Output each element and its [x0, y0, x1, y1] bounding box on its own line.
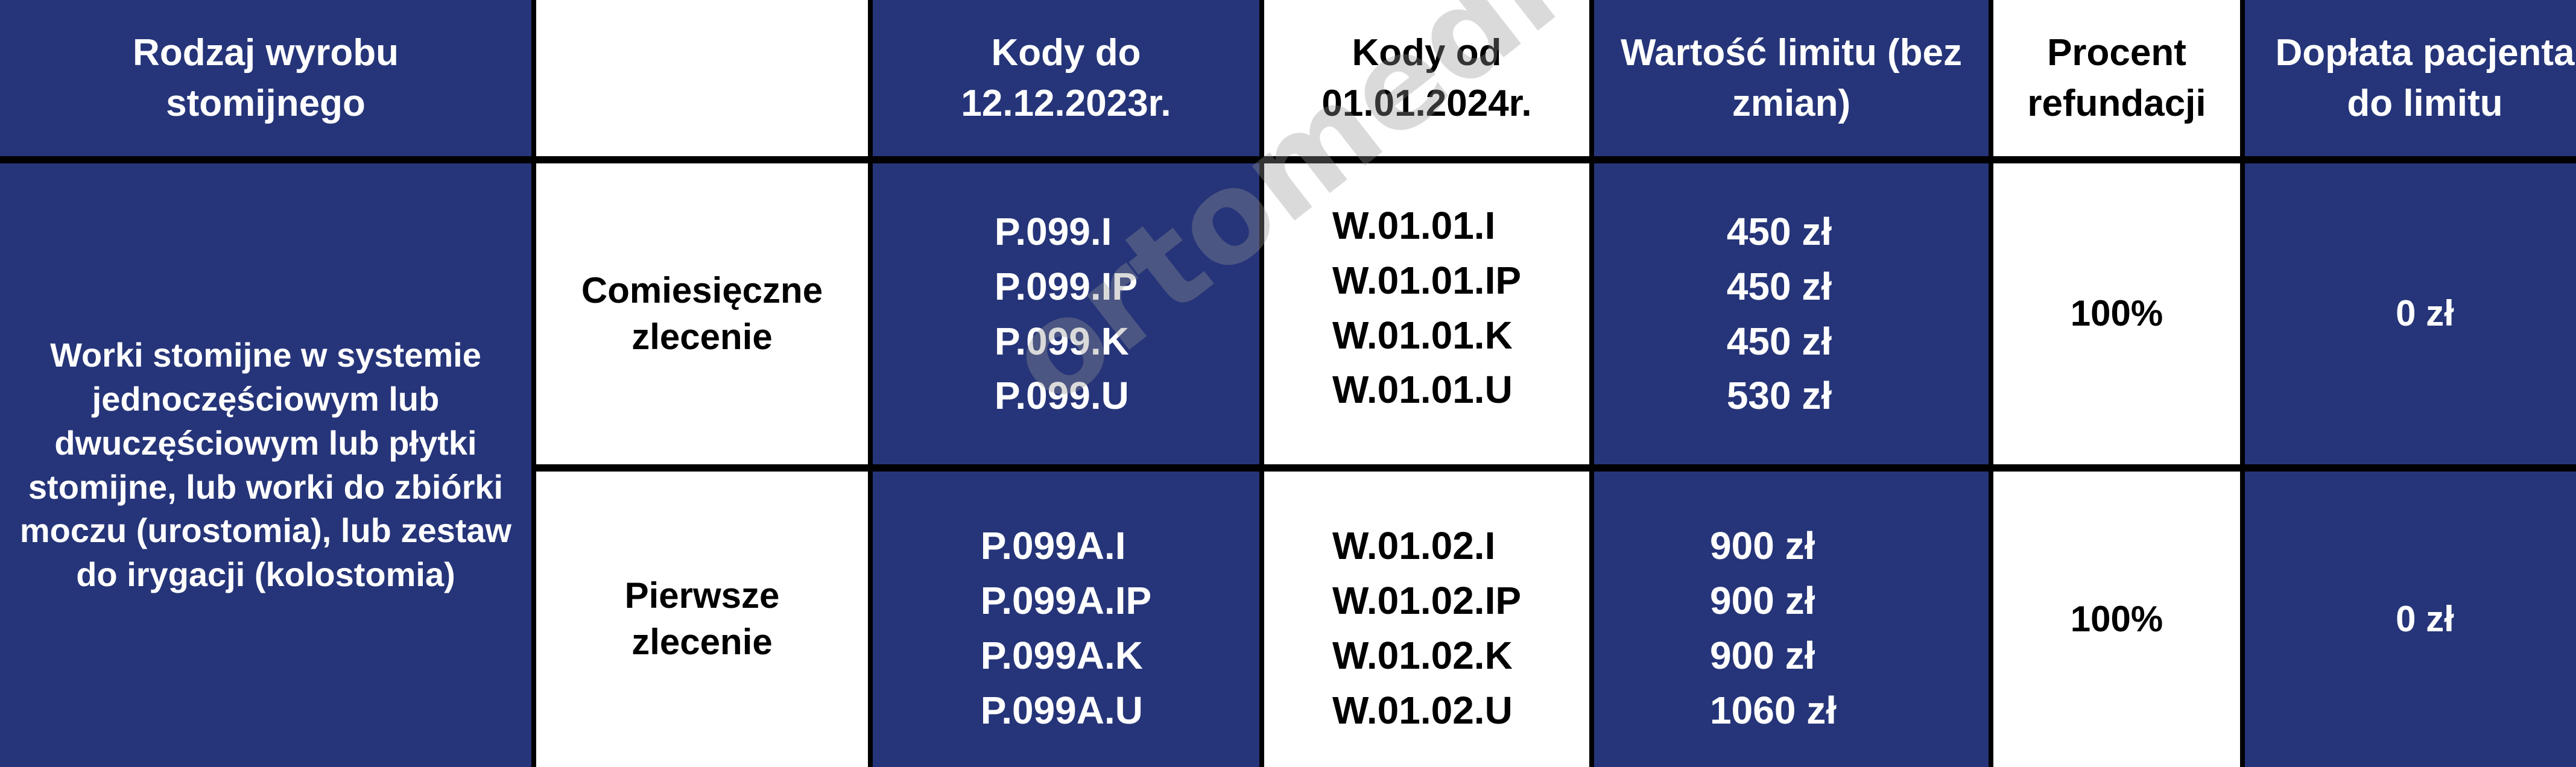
new-codes-cell: W.01.02.I W.01.02.IP W.01.02.K W.01.02.U	[1264, 472, 1589, 767]
code: W.01.01.K	[1332, 313, 1513, 357]
header-empty	[536, 0, 868, 156]
code: P.099.K	[994, 319, 1129, 363]
header-product-type: Rodzaj wyrobu stomijnego	[0, 0, 531, 156]
code: W.01.02.IP	[1332, 579, 1522, 623]
limit: 450 zł	[1726, 209, 1832, 253]
old-codes-cell: P.099A.I P.099A.IP P.099A.K P.099A.U	[873, 472, 1259, 767]
code: W.01.01.IP	[1332, 258, 1522, 302]
limit: 900 zł	[1710, 579, 1815, 623]
limit: 900 zł	[1710, 524, 1815, 568]
limit-cell: 900 zł 900 zł 900 zł 1060 zł	[1594, 472, 1989, 767]
percent-cell: 100%	[1993, 163, 2240, 464]
percent-cell: 100%	[1993, 472, 2240, 767]
code: P.099A.I	[980, 524, 1126, 568]
code: P.099A.IP	[980, 579, 1152, 623]
product-type-cell: Worki stomijne w systemie jednoczęściowy…	[0, 163, 531, 767]
limit: 530 zł	[1726, 374, 1832, 418]
limit: 1060 zł	[1710, 688, 1837, 732]
header-limit: Wartość limitu (bez zmian)	[1594, 0, 1989, 156]
limit: 900 zł	[1710, 634, 1815, 677]
copay-cell: 0 zł	[2245, 472, 2576, 767]
code: P.099A.U	[980, 688, 1143, 732]
code: W.01.02.I	[1332, 524, 1496, 568]
header-percent: Procent refundacji	[1993, 0, 2240, 156]
order-type: Pierwsze zlecenie	[536, 472, 868, 767]
code: P.099.U	[994, 374, 1129, 418]
code: P.099A.K	[980, 634, 1143, 677]
header-new-codes: Kody od 01.01.2024r.	[1264, 0, 1589, 156]
copay-cell: 0 zł	[2245, 163, 2576, 464]
code: P.099.I	[994, 209, 1112, 253]
header-old-codes: Kody do 12.12.2023r.	[873, 0, 1259, 156]
header-copay: Dopłata pacjenta do limitu	[2245, 0, 2576, 156]
code: W.01.01.U	[1332, 368, 1513, 412]
order-type: Comiesięczne zlecenie	[536, 163, 868, 464]
limit: 450 zł	[1726, 264, 1832, 308]
code: P.099.IP	[994, 264, 1138, 308]
limit: 450 zł	[1726, 319, 1832, 363]
code: W.01.01.I	[1332, 203, 1496, 247]
code: W.01.02.U	[1332, 688, 1513, 732]
new-codes-cell: W.01.01.I W.01.01.IP W.01.01.K W.01.01.U	[1264, 163, 1589, 464]
limit-cell: 450 zł 450 zł 450 zł 530 zł	[1594, 163, 1989, 464]
code: W.01.02.K	[1332, 634, 1513, 677]
old-codes-cell: P.099.I P.099.IP P.099.K P.099.U	[873, 163, 1259, 464]
